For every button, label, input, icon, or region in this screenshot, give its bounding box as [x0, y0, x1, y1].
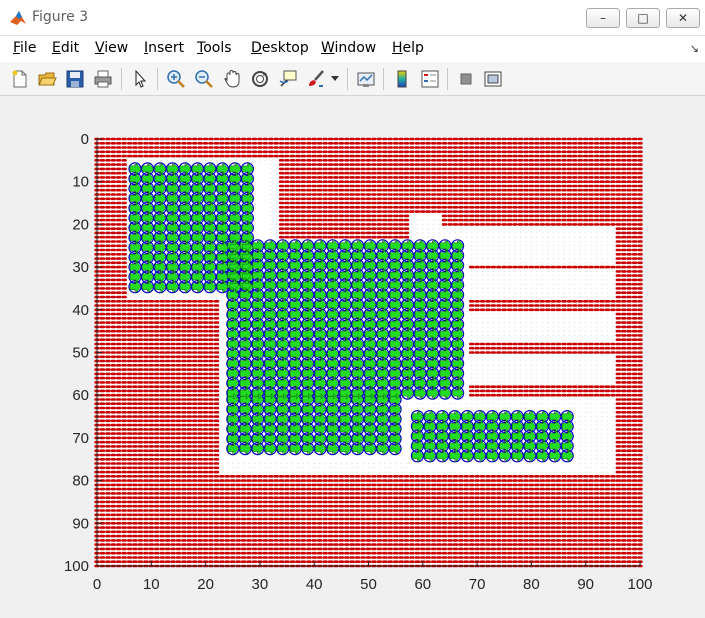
x-tick-label: 100	[627, 576, 652, 593]
toolbar-separator	[447, 68, 448, 90]
toolbar-separator	[383, 68, 384, 90]
y-tick-label: 60	[72, 387, 89, 404]
y-tick-label: 90	[72, 515, 89, 532]
plot-axes[interactable]: 0 10 20 30 40 50 60 70 80 90 100010203040506070809…	[0, 96, 705, 618]
pointer-icon[interactable]	[129, 68, 151, 90]
link-plot-icon[interactable]	[355, 68, 377, 90]
menu-help[interactable]: Help	[392, 40, 424, 56]
matlab-logo-icon	[10, 11, 26, 25]
direction-arrow-markers	[129, 162, 574, 463]
menu-desktop[interactable]: Desktop	[251, 40, 309, 56]
y-tick-label: 30	[72, 259, 89, 276]
y-tick-label: 20	[72, 216, 89, 233]
menu-insert[interactable]: Insert	[144, 40, 185, 56]
legend-icon[interactable]	[419, 68, 441, 90]
x-tick-label: 50	[360, 576, 377, 593]
menu-edit[interactable]: Edit	[52, 40, 80, 56]
toolbar-separator	[347, 68, 348, 90]
menu-window[interactable]: Window	[321, 40, 377, 56]
maximize-icon: □	[637, 11, 649, 25]
show-plot-tools-icon[interactable]	[482, 68, 504, 90]
maximize-button[interactable]: □	[626, 8, 660, 28]
minimize-button[interactable]: –	[586, 8, 620, 28]
visited-path-layer	[128, 162, 574, 463]
save-icon[interactable]	[64, 68, 86, 90]
pan-icon[interactable]	[221, 68, 243, 90]
rotate-3d-icon[interactable]	[249, 68, 271, 90]
dock-arrow-icon[interactable]: ↘	[689, 42, 699, 55]
y-tick-label: 10	[72, 174, 89, 191]
x-tick-label: 0	[93, 576, 101, 593]
axis-layer	[96, 138, 641, 567]
free-space-dots	[129, 159, 614, 473]
menu-tools[interactable]: Tools	[197, 40, 232, 56]
open-file-icon[interactable]	[36, 68, 58, 90]
toolbar-separator	[121, 68, 122, 90]
x-tick-label: 60	[414, 576, 431, 593]
y-tick-label: 70	[72, 430, 89, 447]
close-icon: ✕	[677, 11, 689, 25]
y-tick-label: 0	[81, 131, 89, 148]
data-cursor-icon[interactable]	[277, 68, 299, 90]
toolbar-separator	[157, 68, 158, 90]
y-tick-label: 50	[72, 345, 89, 362]
close-button[interactable]: ✕	[666, 8, 700, 28]
brush-icon[interactable]	[305, 68, 327, 90]
x-tick-label: 40	[306, 576, 323, 593]
tick-labels-layer: 0 10 20 30 40 50 60 70 80 90 100010203040506070809…	[64, 131, 653, 593]
brush-dropdown-icon[interactable]	[329, 68, 341, 90]
colorbar-icon[interactable]	[391, 68, 413, 90]
new-figure-icon[interactable]	[9, 68, 31, 90]
figure-toolbar	[0, 62, 705, 96]
x-tick-label: 10	[143, 576, 160, 593]
y-tick-label: 80	[72, 473, 89, 490]
y-tick-label: 40	[72, 302, 89, 319]
x-tick-label: 30	[252, 576, 269, 593]
x-tick-label: 90	[577, 576, 594, 593]
print-icon[interactable]	[92, 68, 114, 90]
x-tick-label: 80	[523, 576, 540, 593]
menu-view[interactable]: View	[95, 40, 129, 56]
window-title: Figure 3	[32, 9, 89, 25]
x-tick-label: 20	[197, 576, 214, 593]
zoom-in-icon[interactable]	[165, 68, 187, 90]
title-bar[interactable]: Figure 3 – □ ✕	[0, 0, 705, 36]
y-tick-label: 100	[64, 558, 89, 575]
x-tick-label: 70	[469, 576, 486, 593]
zoom-out-icon[interactable]	[193, 68, 215, 90]
menu-bar: File Edit View Insert Tools Desktop Wind…	[0, 36, 705, 62]
minimize-icon: –	[600, 11, 606, 25]
hide-plot-tools-icon[interactable]	[455, 68, 477, 90]
menu-file[interactable]: File	[13, 40, 37, 56]
